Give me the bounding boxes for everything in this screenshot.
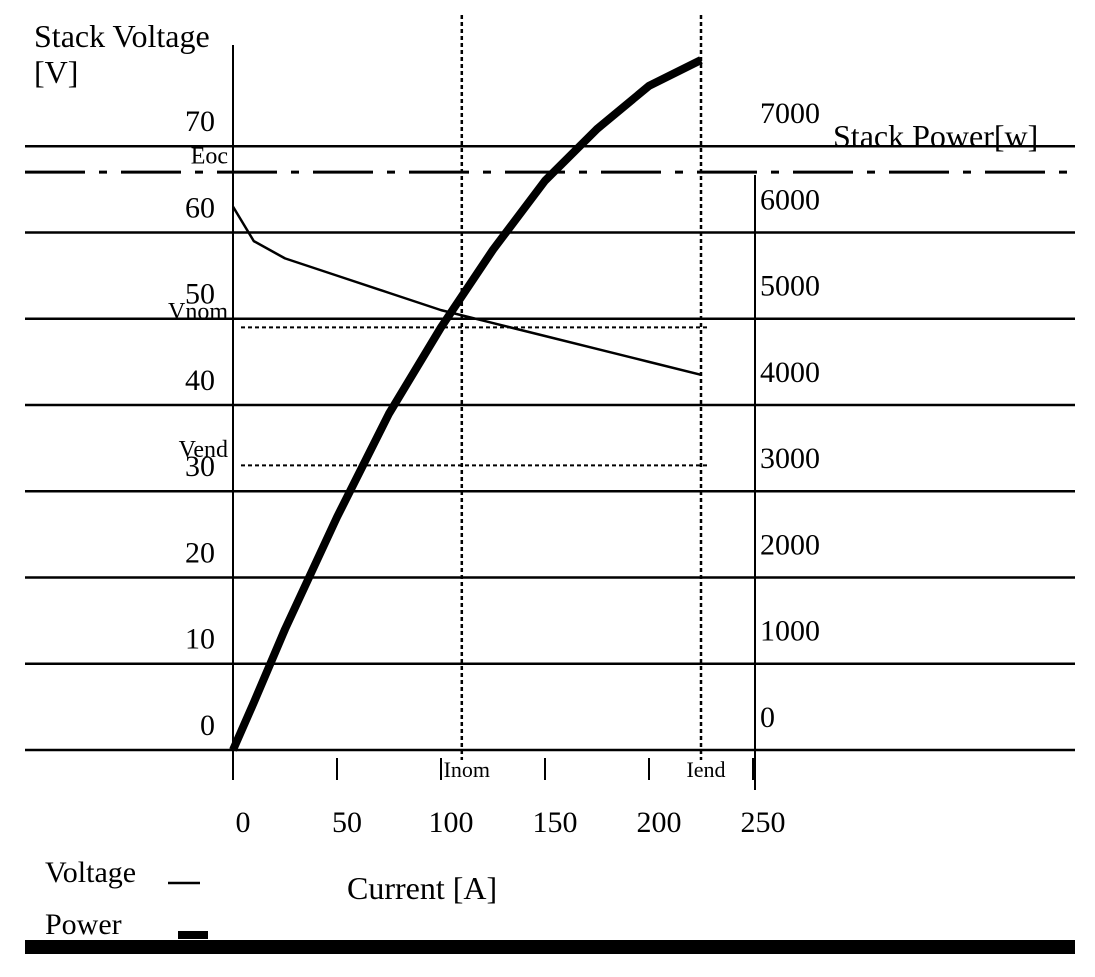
y2-tick-label: 6000 <box>760 183 820 216</box>
x-tick-label: 200 <box>637 806 682 839</box>
reference-label: Eoc <box>191 144 228 170</box>
x-axis-label: Current [A] <box>347 870 498 906</box>
x-tick-label: 100 <box>429 806 474 839</box>
y-tick-label: 70 <box>185 105 215 138</box>
x-tick-label: 50 <box>332 806 362 839</box>
y-tick-label: 60 <box>185 191 215 224</box>
y-tick-label: 40 <box>185 364 215 397</box>
y-tick-label: 10 <box>185 623 215 656</box>
y-tick-label: 30 <box>185 450 215 483</box>
reference-label: Inom <box>444 757 490 782</box>
y2-tick-label: 0 <box>760 701 775 734</box>
y-tick-label: 50 <box>185 278 215 311</box>
x-tick-label: 150 <box>533 806 578 839</box>
y2-tick-label: 3000 <box>760 442 820 475</box>
series-line <box>231 205 702 377</box>
legend-label: Power <box>45 908 122 941</box>
y2-tick-label: 7000 <box>760 97 820 130</box>
y2-tick-label: 5000 <box>760 270 820 303</box>
y2-tick-label: 4000 <box>760 356 820 389</box>
x-tick-label: 250 <box>741 806 786 839</box>
y-tick-label: 0 <box>200 709 215 742</box>
y2-tick-label: 1000 <box>760 615 820 648</box>
y-tick-label: 20 <box>185 536 215 569</box>
y2-tick-label: 2000 <box>760 528 820 561</box>
bottom-bar <box>25 940 1075 954</box>
y2-axis-label: Stack Power[w] <box>833 118 1039 154</box>
y-axis-label: Stack Voltage [V] <box>34 18 210 90</box>
reference-label: Vend <box>179 437 228 463</box>
reference-label: Iend <box>686 757 725 782</box>
reference-label: Vnom <box>168 299 228 325</box>
x-tick-label: 0 <box>236 806 251 839</box>
series-line <box>229 56 703 752</box>
legend-label: Voltage <box>45 856 136 889</box>
